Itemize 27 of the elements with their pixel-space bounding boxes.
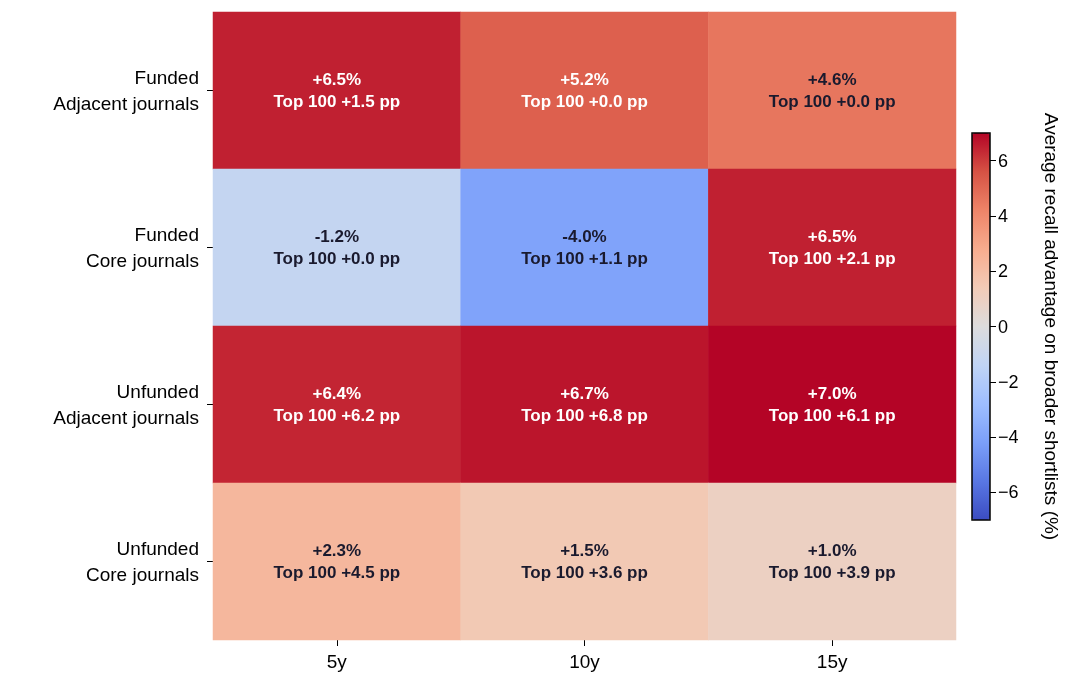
x-tick-label: 5y <box>326 651 348 672</box>
data-label: +1.0% Top 100 +3.9 pp <box>768 541 896 582</box>
y-tick-label: Funded Adjacent journals <box>53 67 199 114</box>
color-bar-label: 0 <box>998 316 1009 337</box>
data-label: +4.6% Top 100 +0.0 pp <box>768 70 896 111</box>
x-tick-label: 10y <box>569 651 601 672</box>
data-label: +7.0% Top 100 +6.1 pp <box>768 384 896 425</box>
color-bar-label: 4 <box>998 205 1009 226</box>
color-bar-label: 2 <box>998 261 1009 282</box>
data-label: +5.2% Top 100 +0.0 pp <box>521 70 648 111</box>
color-bar-label: 6 <box>998 150 1009 171</box>
y-tick-label: Unfunded Core journals <box>86 538 199 585</box>
data-label: +6.5% Top 100 +1.5 pp <box>273 70 401 111</box>
data-label: +6.5% Top 100 +2.1 pp <box>768 227 896 268</box>
color-bar-label: −6 <box>998 482 1019 503</box>
y-tick-label: Unfunded Adjacent journals <box>53 381 199 428</box>
y-tick-label: Funded Core journals <box>86 224 199 271</box>
data-label: -4.0% Top 100 +1.1 pp <box>521 227 648 268</box>
data-label: -1.2% Top 100 +0.0 pp <box>273 227 401 268</box>
color-bar-label: −4 <box>998 427 1019 448</box>
data-label: +2.3% Top 100 +4.5 pp <box>273 541 401 582</box>
color-bar-label: −2 <box>998 371 1019 392</box>
data-label: +1.5% Top 100 +3.6 pp <box>521 541 648 582</box>
data-label: +6.4% Top 100 +6.2 pp <box>273 384 401 425</box>
x-tick-label: 15y <box>816 651 848 672</box>
data-label: +6.7% Top 100 +6.8 pp <box>521 384 648 425</box>
color-bar-title: Average recall advantage on broader shortlists (%) <box>1041 112 1062 541</box>
